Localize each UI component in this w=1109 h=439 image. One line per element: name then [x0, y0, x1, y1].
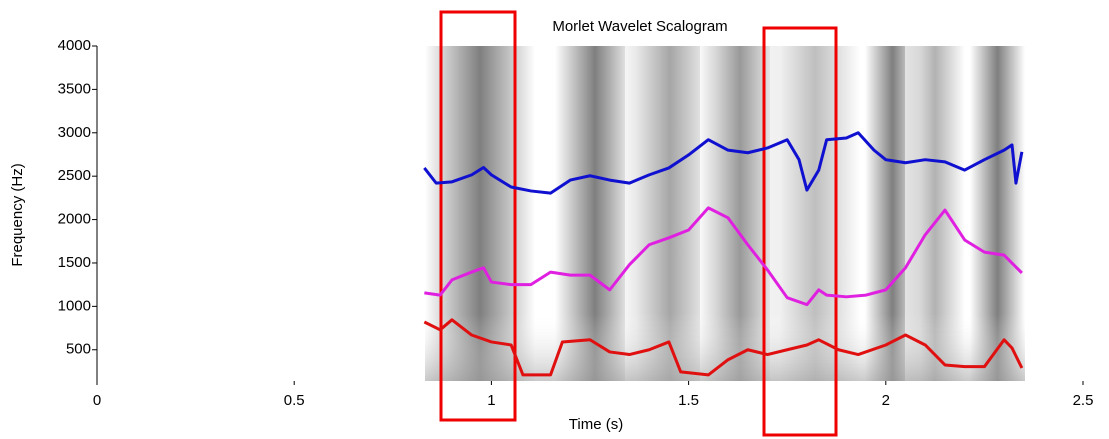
x-tick-label: 2 [882, 392, 890, 409]
formant-line [424, 206, 1023, 307]
x-tick-label: 0 [93, 392, 101, 409]
x-tick-label: 2.5 [1073, 392, 1094, 409]
scalogram [425, 46, 1025, 381]
y-tick-label: 3000 [58, 124, 91, 141]
highlight-box [762, 26, 838, 437]
y-tick-label: 4000 [58, 37, 91, 54]
x-tick-label: 1 [487, 392, 495, 409]
highlight-box [439, 10, 517, 422]
y-tick-label: 500 [66, 341, 91, 358]
formant-line [423, 318, 1024, 377]
y-axis-label: Frequency (Hz) [9, 163, 26, 266]
x-tick-label: 0.5 [284, 392, 305, 409]
x-tick-label: 1.5 [678, 392, 699, 409]
chart-title: Morlet Wavelet Scalogram [552, 18, 727, 35]
formant-line [423, 131, 1024, 195]
y-tick-label: 2000 [58, 211, 91, 228]
y-tick-label: 1000 [58, 297, 91, 314]
y-tick-label: 1500 [58, 254, 91, 271]
x-axis-label: Time (s) [569, 416, 623, 433]
y-tick-label: 3500 [58, 80, 91, 97]
y-tick-label: 2500 [58, 167, 91, 184]
